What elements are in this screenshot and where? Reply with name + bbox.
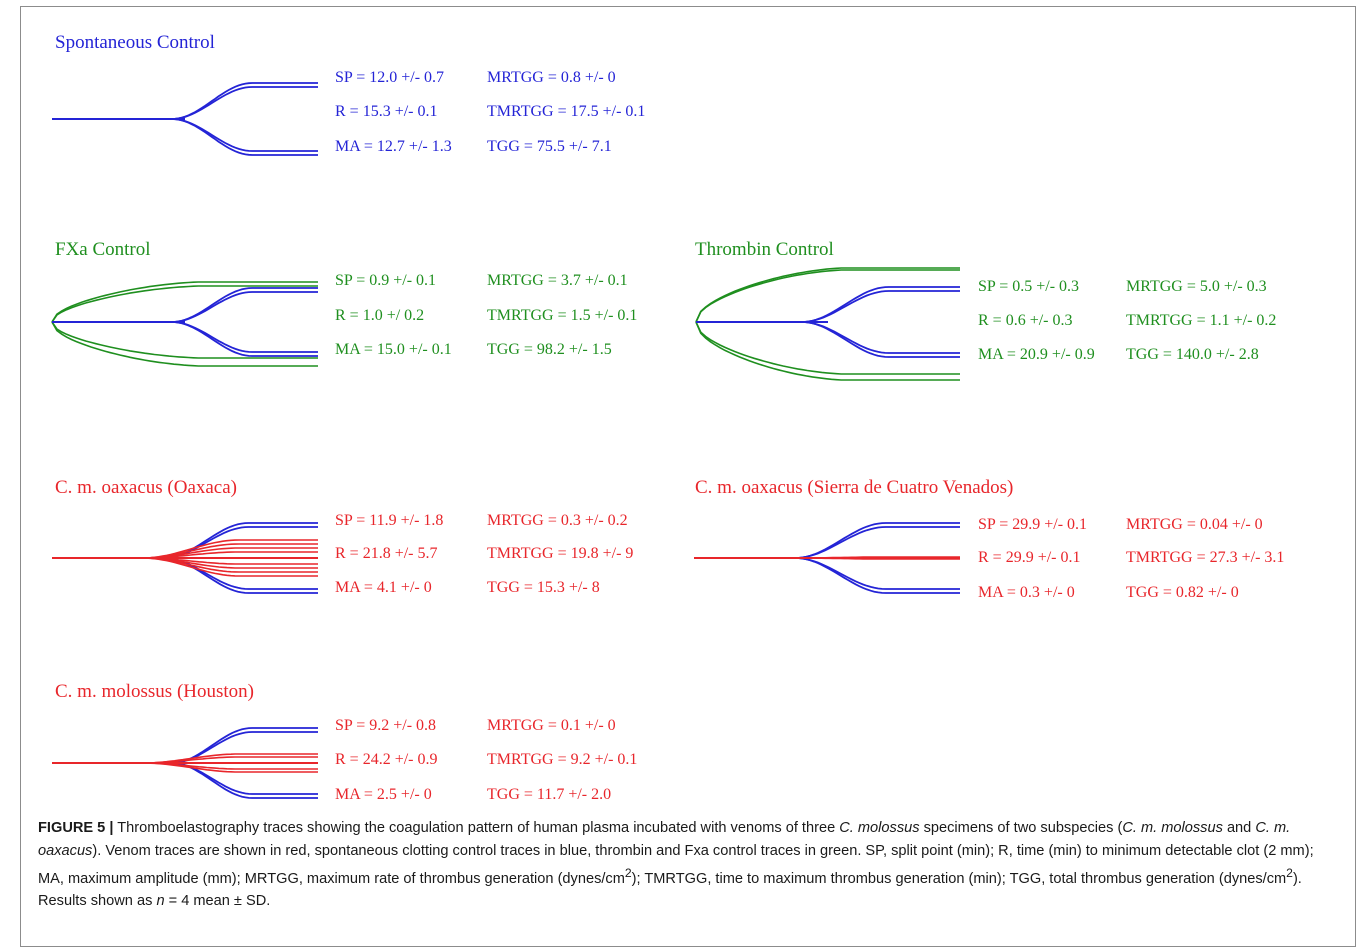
spontaneous-stat-r2-c1: TGG = 75.5 +/- 7.1 xyxy=(487,138,612,155)
oaxaca-stat-r0-c1: MRTGG = 0.3 +/- 0.2 xyxy=(487,512,628,529)
fxa-spontaneous-trace-top-0 xyxy=(52,291,318,323)
thrombin-stat-r2-c0: MA = 20.9 +/- 0.9 xyxy=(978,346,1095,363)
spontaneous-spontaneous-trace-top-0 xyxy=(52,86,318,120)
houston-stat-r1-c0: R = 24.2 +/- 0.9 xyxy=(335,751,438,768)
sierra-stat-r1-c1: TMRTGG = 27.3 +/- 3.1 xyxy=(1126,549,1284,566)
caption-superscript-2: 2 xyxy=(1286,866,1293,880)
thrombin-stat-r1-c0: R = 0.6 +/- 0.3 xyxy=(978,312,1073,329)
oaxaca-stat-r1-c1: TMRTGG = 19.8 +/- 9 xyxy=(487,545,633,562)
fxa-stat-r1-c1: TMRTGG = 1.5 +/- 0.1 xyxy=(487,307,637,324)
fxa-panel-title: FXa Control xyxy=(55,239,151,260)
thrombin-spontaneous-trace-bottom-1 xyxy=(696,321,960,358)
oaxaca-stat-r2-c1: TGG = 15.3 +/- 8 xyxy=(487,579,600,596)
fxa-stat-r0-c1: MRTGG = 3.7 +/- 0.1 xyxy=(487,272,628,289)
sierra-spontaneous-trace-top-1 xyxy=(694,522,960,559)
thrombin-panel-title: Thrombin Control xyxy=(695,239,834,260)
houston-venom-trace-3 xyxy=(52,753,318,764)
caption-italic-oaxacus: C. m. oaxacus xyxy=(38,820,1291,859)
thrombin-control-trace-top-0 xyxy=(695,269,960,323)
caption-text-1: Thromboelastography traces showing the c… xyxy=(113,820,840,836)
caption-label: FIGURE 5 | xyxy=(38,820,114,836)
caption-text-7: = 4 mean ± SD. xyxy=(164,893,271,910)
fxa-stat-r0-c0: SP = 0.9 +/- 0.1 xyxy=(335,272,436,289)
oaxaca-stat-r2-c0: MA = 4.1 +/- 0 xyxy=(335,579,432,596)
spontaneous-spontaneous-trace-top-1 xyxy=(52,82,318,120)
sierra-spontaneous-trace-bottom-1 xyxy=(694,557,960,594)
fxa-stat-r2-c1: TGG = 98.2 +/- 1.5 xyxy=(487,341,612,358)
spontaneous-spontaneous-trace-bottom-0 xyxy=(52,118,318,152)
houston-spontaneous-trace-bottom-0 xyxy=(52,762,318,795)
fxa-spontaneous-trace-top-1 xyxy=(52,287,318,323)
thrombin-stat-r0-c0: SP = 0.5 +/- 0.3 xyxy=(978,278,1079,295)
caption-italic-molossus: C. m. molossus xyxy=(1122,820,1223,836)
fxa-stat-r1-c0: R = 1.0 +/ 0.2 xyxy=(335,307,424,324)
thrombin-control-trace-bottom-0 xyxy=(695,321,960,375)
caption-superscript-1: 2 xyxy=(624,866,632,880)
fxa-stat-r2-c0: MA = 15.0 +/- 0.1 xyxy=(335,341,452,358)
spontaneous-stat-r0-c1: MRTGG = 0.8 +/- 0 xyxy=(487,69,616,86)
sierra-stat-r0-c0: SP = 29.9 +/- 0.1 xyxy=(978,516,1087,533)
thrombin-control-trace-top-1 xyxy=(695,267,960,323)
sierra-panel-title: C. m. oaxacus (Sierra de Cuatro Venados) xyxy=(695,477,1013,498)
caption-italic-n: n xyxy=(156,893,165,910)
sierra-stat-r0-c1: MRTGG = 0.04 +/- 0 xyxy=(1126,516,1263,533)
spontaneous-stat-r2-c0: MA = 12.7 +/- 1.3 xyxy=(335,138,452,155)
caption-text-4: ). Venom traces are shown in red, sponta… xyxy=(38,842,1314,887)
houston-stat-r0-c0: SP = 9.2 +/- 0.8 xyxy=(335,717,436,734)
sierra-stat-r2-c0: MA = 0.3 +/- 0 xyxy=(978,584,1075,601)
caption-text-3: and xyxy=(1222,820,1256,836)
spontaneous-stat-r1-c0: R = 15.3 +/- 0.1 xyxy=(335,103,438,120)
fxa-control-trace-bottom-0 xyxy=(51,321,318,359)
sierra-venom-trace-1 xyxy=(694,556,960,559)
oaxaca-venom-trace-7 xyxy=(52,539,318,559)
sierra-stat-r1-c0: R = 29.9 +/- 0.1 xyxy=(978,549,1081,566)
caption-text-2: specimens of two subspecies ( xyxy=(919,820,1123,836)
figure-frame xyxy=(20,6,1356,947)
caption-text-5: ); TMRTGG, time to maximum thrombus gene… xyxy=(631,870,1287,887)
thrombin-stat-r1-c1: TMRTGG = 1.1 +/- 0.2 xyxy=(1126,312,1276,329)
oaxaca-venom-trace-3 xyxy=(52,557,318,577)
thrombin-control-trace-bottom-1 xyxy=(695,321,960,381)
thrombin-stat-r2-c1: TGG = 140.0 +/- 2.8 xyxy=(1126,346,1259,363)
caption-italic-species: C. molossus xyxy=(839,820,920,836)
sierra-spontaneous-trace-bottom-0 xyxy=(694,557,960,590)
oaxaca-stat-r1-c0: R = 21.8 +/- 5.7 xyxy=(335,545,438,562)
oaxaca-stat-r0-c0: SP = 11.9 +/- 1.8 xyxy=(335,512,443,529)
spontaneous-stat-r0-c0: SP = 12.0 +/- 0.7 xyxy=(335,69,444,86)
figure-caption: FIGURE 5 | Thromboelastography traces sh… xyxy=(38,817,1338,913)
sierra-spontaneous-trace-top-0 xyxy=(694,526,960,559)
fxa-control-trace-bottom-1 xyxy=(51,321,318,367)
spontaneous-stat-r1-c1: TMRTGG = 17.5 +/- 0.1 xyxy=(487,103,645,120)
houston-stat-r1-c1: TMRTGG = 9.2 +/- 0.1 xyxy=(487,751,637,768)
fxa-control-trace-top-1 xyxy=(51,281,318,323)
houston-stat-r2-c0: MA = 2.5 +/- 0 xyxy=(335,786,432,803)
houston-stat-r2-c1: TGG = 11.7 +/- 2.0 xyxy=(487,786,611,803)
fxa-control-trace-top-0 xyxy=(51,285,318,323)
thrombin-spontaneous-trace-top-1 xyxy=(696,286,960,323)
spontaneous-panel-title: Spontaneous Control xyxy=(55,32,215,53)
caption-text-6: ). Results shown as xyxy=(38,870,1302,910)
houston-stat-r0-c1: MRTGG = 0.1 +/- 0 xyxy=(487,717,616,734)
thrombin-stat-r0-c1: MRTGG = 5.0 +/- 0.3 xyxy=(1126,278,1267,295)
fxa-spontaneous-trace-bottom-1 xyxy=(52,321,318,357)
oaxaca-panel-title: C. m. oaxacus (Oaxaca) xyxy=(55,477,237,498)
houston-spontaneous-trace-top-0 xyxy=(52,731,318,764)
houston-panel-title: C. m. molossus (Houston) xyxy=(55,681,254,702)
thrombin-spontaneous-trace-bottom-0 xyxy=(696,321,960,354)
spontaneous-spontaneous-trace-bottom-1 xyxy=(52,118,318,156)
sierra-stat-r2-c1: TGG = 0.82 +/- 0 xyxy=(1126,584,1239,601)
thrombin-spontaneous-trace-top-0 xyxy=(696,290,960,323)
